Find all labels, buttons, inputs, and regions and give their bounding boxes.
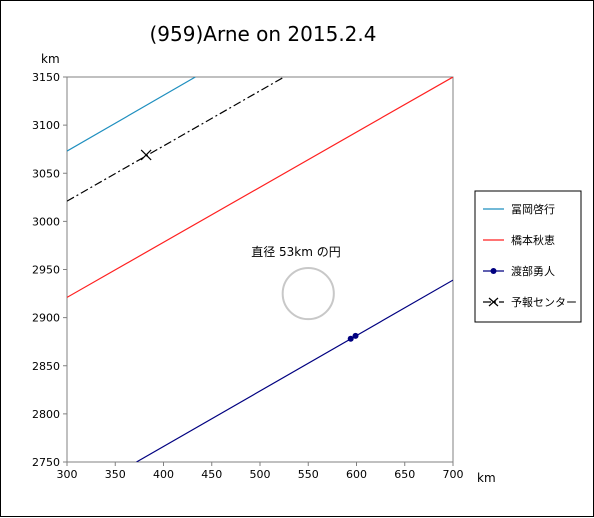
series-point-4 bbox=[140, 149, 152, 161]
series-line-4 bbox=[67, 77, 285, 202]
series-group bbox=[67, 77, 453, 462]
legend-marker-4 bbox=[488, 297, 499, 307]
plot-area bbox=[66, 76, 454, 463]
x-tick-label: 650 bbox=[394, 468, 415, 481]
x-tick-label: 300 bbox=[57, 468, 78, 481]
y-tick-label: 3100 bbox=[32, 119, 60, 132]
legend-marker-3 bbox=[490, 268, 497, 274]
x-tick-label: 400 bbox=[153, 468, 174, 481]
legend-label-1: 冨岡啓行 bbox=[511, 202, 555, 216]
x-tick-label: 700 bbox=[443, 468, 464, 481]
diameter-circle bbox=[281, 266, 335, 321]
x-axis-unit-label: km bbox=[477, 471, 496, 485]
y-tick-label: 3150 bbox=[32, 71, 60, 84]
legend-label-3: 渡部勇人 bbox=[511, 264, 555, 278]
series-line-2 bbox=[67, 77, 453, 298]
x-tick-label: 600 bbox=[346, 468, 367, 481]
x-tick-label: 550 bbox=[298, 468, 319, 481]
x-tick-label: 500 bbox=[250, 468, 271, 481]
y-axis-unit-label: km bbox=[41, 52, 60, 66]
y-tick-label: 2950 bbox=[32, 264, 60, 277]
y-tick-label: 2800 bbox=[32, 408, 60, 421]
series-line-3 bbox=[136, 279, 453, 462]
y-tick-label: 3050 bbox=[32, 167, 60, 180]
y-tick-label: 2750 bbox=[32, 456, 60, 469]
legend-label-4: 予報センター bbox=[511, 296, 577, 309]
x-tick-group: 300 350 400 450 500 550 600 650 700 bbox=[57, 462, 464, 481]
y-tick-group: 2750 2800 2850 2900 2950 3000 3050 3100 3150 bbox=[32, 71, 67, 469]
x-tick-label: 450 bbox=[201, 468, 222, 481]
x-tick-label: 350 bbox=[105, 468, 126, 481]
legend-label-2: 橋本秋恵 bbox=[511, 233, 555, 247]
series-line-1 bbox=[67, 77, 196, 152]
legend-box bbox=[474, 190, 582, 323]
y-tick-label: 2850 bbox=[32, 360, 60, 373]
series-point-3 bbox=[347, 335, 354, 342]
y-tick-label: 3000 bbox=[32, 215, 60, 228]
series-point-3 bbox=[352, 332, 359, 339]
annotation-label: 直径 53km の円 bbox=[251, 245, 341, 259]
y-tick-label: 2900 bbox=[32, 312, 60, 325]
chart-title: (959)Arne on 2015.2.4 bbox=[149, 22, 376, 46]
